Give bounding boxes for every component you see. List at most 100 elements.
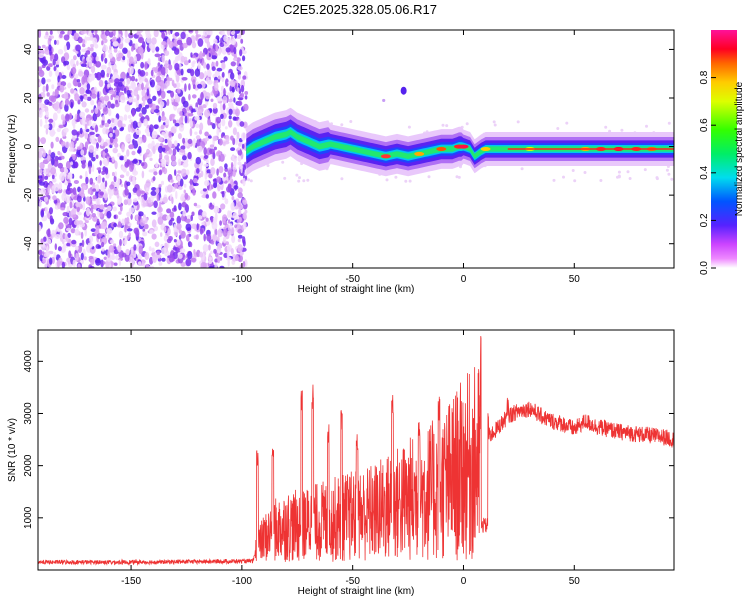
noise-blob — [129, 119, 133, 123]
noise-blob — [180, 261, 186, 267]
noise-blob — [40, 137, 46, 145]
noise-blob — [223, 35, 229, 42]
noise-blob — [95, 198, 101, 205]
noise-blob — [104, 193, 108, 201]
noise-blob — [186, 234, 190, 242]
noise-blob — [232, 212, 238, 220]
noise-blob — [184, 192, 189, 200]
noise-blob — [96, 71, 102, 81]
noise-blob — [79, 111, 86, 119]
noise-blob — [206, 233, 212, 242]
noise-blob — [213, 80, 219, 84]
noise-blob — [151, 247, 155, 253]
noise-blob — [68, 250, 72, 259]
noise-blob — [91, 164, 95, 173]
noise-blob — [182, 162, 189, 168]
noise-blob — [201, 211, 207, 218]
noise-blob — [209, 148, 215, 155]
noise-blob — [180, 55, 185, 63]
noise-blob — [103, 261, 106, 265]
noise-blob — [109, 30, 113, 33]
noise-blob — [68, 217, 73, 226]
noise-blob — [106, 205, 112, 211]
noise-blob — [197, 61, 201, 70]
noise-blob — [230, 61, 236, 67]
noise-blob — [39, 161, 45, 170]
noise-blob — [138, 112, 143, 118]
noise-blob — [170, 30, 173, 35]
noise-blob — [99, 204, 105, 210]
noise-blob — [233, 185, 239, 190]
noise-blob — [195, 106, 198, 111]
noise-blob — [205, 137, 209, 142]
noise-blob — [91, 213, 97, 218]
noise-blob — [104, 203, 108, 208]
noise-blob — [177, 170, 182, 174]
noise-blob — [113, 262, 118, 266]
noise-blob — [47, 37, 51, 47]
noise-blob — [103, 95, 110, 102]
noise-blob — [69, 141, 75, 150]
noise-blob — [141, 82, 144, 91]
noise-blob — [44, 51, 50, 55]
noise-blob — [219, 265, 225, 268]
noise-blob — [40, 238, 44, 244]
noise-blob — [107, 227, 113, 234]
noise-blob — [131, 150, 136, 156]
noise-blob — [54, 243, 57, 251]
noise-blob — [63, 34, 70, 41]
noise-blob — [107, 83, 111, 88]
noise-blob — [230, 79, 236, 87]
noise-blob — [181, 77, 188, 81]
noise-blob — [59, 172, 65, 182]
noise-blob — [173, 83, 177, 88]
noise-blob — [72, 187, 77, 196]
noise-blob — [61, 261, 65, 268]
noise-blob — [136, 31, 141, 36]
noise-blob — [49, 182, 52, 188]
noise-blob — [104, 30, 110, 37]
noise-blob — [54, 234, 61, 239]
noise-blob — [73, 180, 79, 184]
noise-blob — [233, 47, 237, 55]
noise-blob — [116, 224, 122, 228]
noise-blob — [151, 187, 157, 191]
noise-blob — [103, 141, 108, 147]
noise-blob — [190, 52, 193, 58]
noise-blob — [128, 32, 134, 39]
noise-blob — [164, 138, 168, 144]
noise-blob — [628, 177, 632, 180]
noise-blob — [242, 199, 248, 205]
noise-blob — [88, 120, 92, 127]
noise-blob — [74, 73, 79, 79]
noise-blob — [212, 107, 218, 114]
noise-blob — [88, 145, 95, 153]
snr-xlabel: Height of straight line (km) — [298, 586, 415, 597]
noise-blob — [101, 120, 105, 126]
noise-blob — [218, 166, 224, 174]
noise-blob — [82, 43, 86, 48]
signal-ridge — [246, 86, 674, 177]
noise-blob — [126, 50, 131, 59]
noise-blob — [58, 182, 63, 191]
noise-blob — [125, 133, 132, 143]
noise-blob — [239, 49, 243, 57]
noise-blob — [74, 228, 80, 236]
noise-blob — [197, 145, 203, 153]
noise-blob — [95, 154, 99, 159]
noise-blob — [173, 205, 177, 211]
noise-blob — [113, 117, 119, 127]
noise-blob — [243, 103, 249, 111]
noise-blob — [108, 53, 113, 59]
y-tick-label: 40 — [23, 43, 34, 55]
noise-blob — [404, 179, 408, 183]
noise-blob — [101, 98, 105, 104]
noise-blob — [117, 178, 121, 185]
noise-blob — [108, 31, 114, 38]
noise-blob — [145, 179, 151, 187]
noise-blob — [64, 141, 71, 149]
noise-blob — [101, 30, 105, 35]
noise-blob — [97, 135, 102, 143]
noise-blob — [48, 63, 53, 68]
